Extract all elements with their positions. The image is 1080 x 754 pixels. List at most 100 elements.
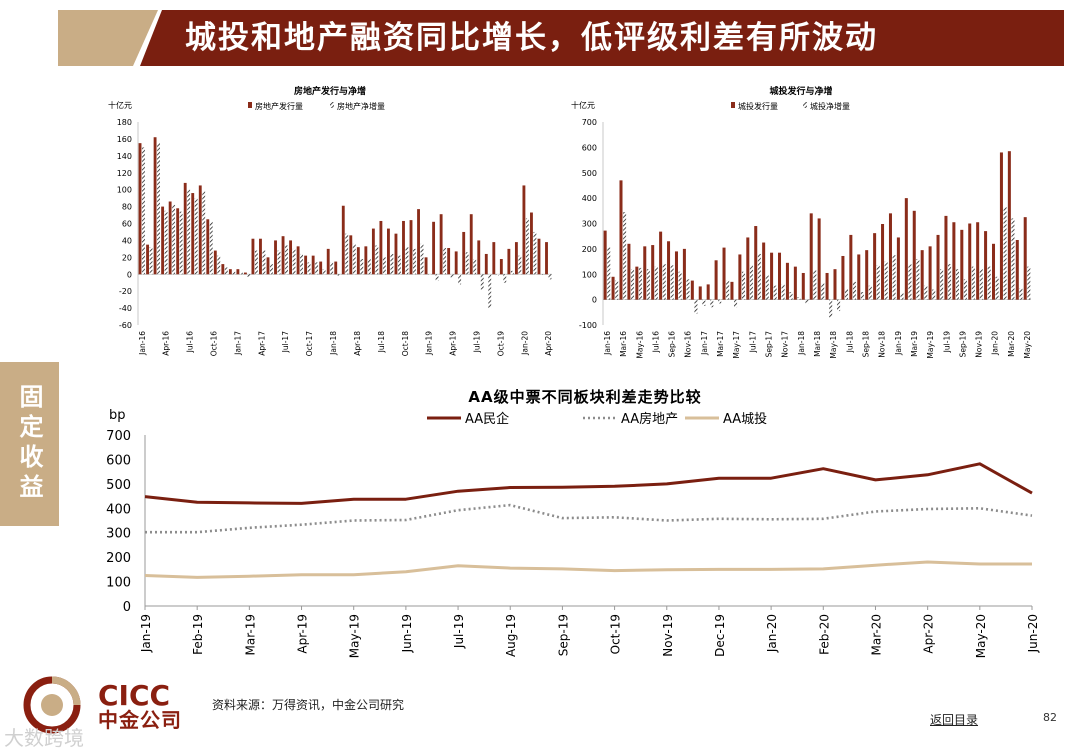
issue-bar	[984, 231, 988, 300]
net-bar	[397, 255, 401, 275]
y-tick-label: 400	[106, 502, 131, 517]
net-bar	[217, 255, 221, 275]
x-tick-label: Sep-16	[668, 331, 677, 358]
y-tick-label: 160	[117, 135, 132, 144]
net-bar	[1027, 266, 1031, 300]
chart-title: 房地产发行与净增	[294, 85, 366, 97]
y-tick-label: -60	[119, 321, 132, 330]
net-bar	[330, 262, 334, 275]
x-tick-label: Nov-18	[878, 331, 887, 358]
net-bar	[480, 274, 484, 290]
issue-bar	[952, 222, 956, 300]
y-unit-label: 十亿元	[571, 100, 595, 110]
issue-bar	[168, 201, 172, 275]
y-tick-label: -40	[119, 304, 132, 313]
net-bar	[852, 281, 856, 300]
net-bar	[420, 243, 424, 275]
issue-bar	[817, 218, 821, 300]
x-tick-label: Jul-18	[377, 331, 386, 354]
x-tick-label: Jul-19	[942, 331, 951, 354]
issue-bar	[304, 255, 308, 275]
issue-bar	[492, 242, 496, 275]
y-tick-label: -20	[119, 287, 132, 296]
issue-bar	[274, 240, 277, 275]
issue-bar	[183, 182, 187, 275]
issue-bar	[968, 223, 972, 300]
issue-bar	[873, 233, 877, 300]
issue-bar	[714, 260, 718, 300]
issue-bar	[439, 214, 443, 275]
x-tick-label: Jan-18	[329, 331, 338, 356]
net-bar	[702, 299, 706, 306]
net-bar	[473, 259, 477, 275]
issue-bar	[462, 231, 466, 275]
issue-bar	[603, 230, 607, 300]
x-tick-label: May-16	[635, 331, 644, 359]
net-bar	[726, 280, 730, 300]
x-tick-label: Jun-19	[400, 614, 414, 653]
net-bar	[900, 293, 904, 300]
x-tick-label: Feb-20	[817, 614, 831, 655]
issue-bar	[341, 205, 345, 275]
issue-bar	[371, 228, 375, 275]
net-bar	[465, 252, 469, 275]
issue-bar	[1015, 239, 1019, 300]
net-bar	[202, 191, 206, 275]
x-tick-label: Oct-19	[496, 331, 505, 356]
y-tick-label: 300	[106, 527, 131, 542]
net-bar	[876, 265, 880, 300]
issue-bar	[161, 206, 165, 275]
issue-bar	[627, 243, 631, 300]
issue-bar	[507, 248, 511, 275]
issue-bar	[730, 281, 734, 300]
x-tick-label: Oct-18	[401, 331, 410, 356]
issue-bar	[364, 246, 368, 275]
net-bar	[405, 247, 409, 275]
header-banner	[140, 10, 1064, 66]
logo-en: CICC	[98, 679, 171, 712]
y-tick-label: 20	[122, 253, 132, 262]
issue-bar	[754, 226, 758, 300]
y-tick-label: 600	[106, 453, 131, 468]
issue-bar	[881, 224, 885, 300]
x-tick-label: Sep-19	[958, 331, 967, 358]
issue-bar	[976, 222, 980, 300]
net-bar	[955, 269, 959, 300]
y-tick-label: 180	[117, 118, 132, 127]
legend-label: 城投发行量	[738, 101, 778, 111]
issue-bar	[153, 137, 157, 275]
net-bar	[164, 210, 168, 275]
issue-bar	[801, 272, 805, 300]
issue-bar	[206, 219, 210, 275]
net-bar	[845, 289, 849, 300]
issue-bar	[477, 240, 481, 275]
issue-bar	[424, 257, 428, 275]
x-tick-label: Apr-18	[353, 331, 362, 356]
net-bar	[518, 255, 522, 275]
x-tick-label: Dec-19	[713, 614, 727, 657]
x-tick-label: Feb-19	[191, 614, 205, 655]
x-tick-label: Apr-19	[449, 331, 458, 356]
x-tick-label: Apr-20	[544, 331, 553, 356]
section-tab-label[interactable]: 固定收益	[15, 384, 43, 504]
x-tick-label: May-20	[974, 614, 988, 658]
net-bar	[757, 253, 761, 300]
net-bar	[262, 250, 266, 275]
x-tick-label: Jan-17	[233, 331, 242, 356]
issue-bar	[379, 220, 383, 275]
x-tick-label: Mar-20	[1007, 331, 1016, 357]
x-tick-label: Jan-17	[700, 331, 709, 356]
issue-bar	[896, 237, 900, 300]
chart-title: 城投发行与净增	[769, 85, 832, 97]
back-to-toc-link[interactable]: 返回目录	[930, 713, 979, 727]
issue-bar	[469, 214, 473, 275]
issue-bar	[793, 266, 797, 300]
page-title: 城投和地产融资同比增长，低评级利差有所波动	[185, 20, 878, 56]
net-bar	[797, 297, 801, 300]
series-line	[145, 503, 1033, 534]
x-tick-label: Mar-19	[910, 331, 919, 357]
y-tick-label: 40	[122, 236, 132, 245]
x-tick-label: May-18	[829, 331, 838, 359]
net-bar	[541, 274, 544, 275]
issue-bar	[643, 246, 647, 300]
